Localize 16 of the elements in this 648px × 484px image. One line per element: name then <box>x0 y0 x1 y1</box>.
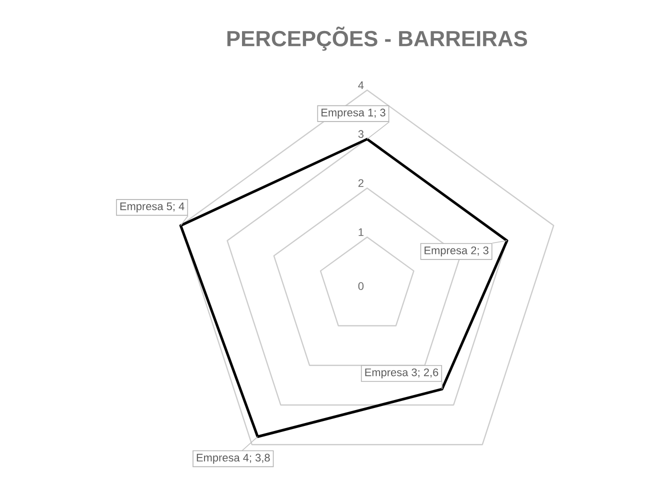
data-label: ; 3,8 <box>250 454 270 463</box>
y-tick-label: 1 <box>358 228 364 236</box>
data-label: ; 2,6 <box>418 368 438 378</box>
data-label: ; 4 <box>173 202 184 212</box>
chart-title: PERCEPÇÕES - BARREIRAS <box>227 26 528 51</box>
spoke-label: Empresa 2 <box>424 246 476 256</box>
spoke-label: Empresa 3 <box>365 368 417 378</box>
spoke-label: Empresa 4 <box>196 454 249 464</box>
y-tick-label: 4 <box>358 81 364 89</box>
data-label: ; 3 <box>478 246 488 256</box>
spoke-label: Empresa 1 <box>322 108 374 119</box>
y-tick-label: 0 <box>358 282 364 290</box>
data-label: ; 3 <box>374 108 386 118</box>
y-tick-label: 2 <box>358 179 364 187</box>
y-tick-label: 3 <box>358 130 364 138</box>
spoke-label: Empresa 5 <box>120 202 172 212</box>
